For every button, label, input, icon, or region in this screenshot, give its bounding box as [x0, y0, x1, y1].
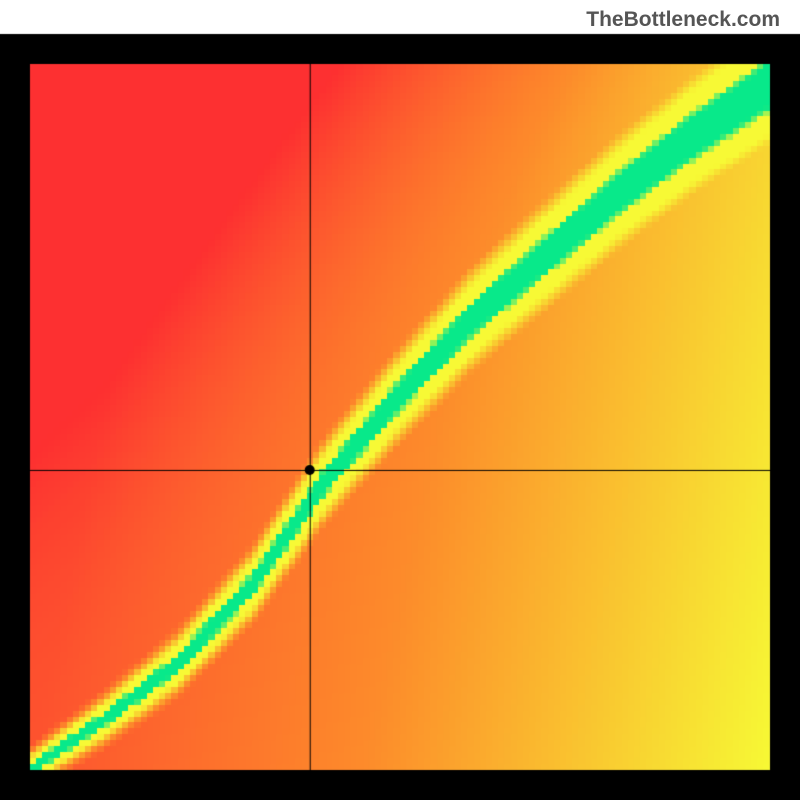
chart-container: TheBottleneck.com	[0, 0, 800, 800]
watermark-text: TheBottleneck.com	[586, 8, 780, 32]
bottleneck-heatmap-canvas	[0, 0, 800, 800]
